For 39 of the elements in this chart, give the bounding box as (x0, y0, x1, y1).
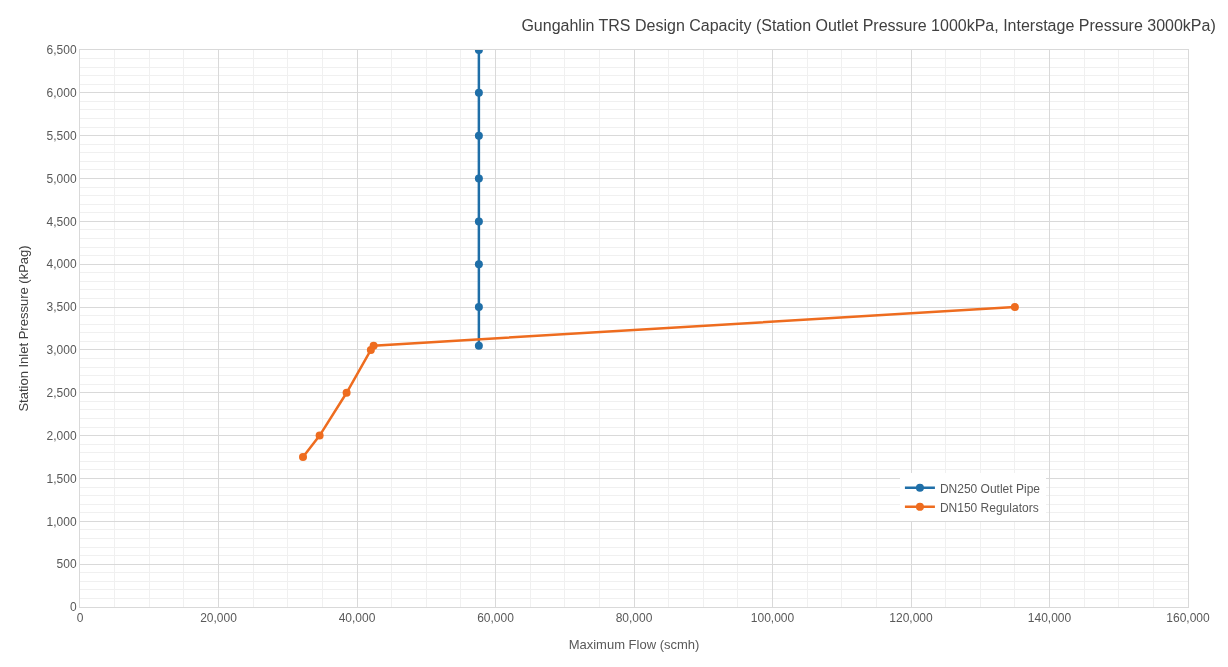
x-tick-label: 80,000 (615, 611, 653, 626)
y-tick-label: 5,500 (46, 128, 77, 143)
point (369, 341, 378, 350)
x-tick-label: 20,000 (200, 611, 238, 626)
legend-label: DN150 Regulators (939, 500, 1039, 515)
point (1010, 303, 1019, 312)
y-axis-title: Station Inlet Pressure (kPag) (15, 245, 31, 412)
y-tick-label: 4,500 (46, 214, 77, 229)
point (474, 260, 483, 269)
point (474, 217, 483, 226)
y-tick-label: 6,000 (46, 86, 77, 101)
y-tick-label: 3,000 (46, 343, 77, 358)
y-tick-label: 1,000 (46, 514, 77, 529)
y-tick-label: 5,000 (46, 171, 77, 186)
y-tick-label: 500 (56, 557, 77, 572)
x-axis-title: Maximum Flow (scmh) (568, 637, 700, 652)
chart-title: Gungahlin TRS Design Capacity (Station Outlet Pressure 1000kPa, Interstage Pressure 3000kPa) (521, 17, 1216, 35)
y-tick-label: 0 (69, 600, 77, 615)
point (474, 174, 483, 183)
x-tick-label: 60,000 (477, 611, 515, 626)
point (342, 388, 351, 397)
y-tick-label: 3,500 (46, 300, 77, 315)
point (474, 88, 483, 97)
x-tick-label: 140,000 (1027, 611, 1072, 626)
x-tick-label: 40,000 (338, 611, 376, 626)
x-tick-label: 100,000 (750, 611, 795, 626)
y-tick-label: 2,000 (46, 428, 77, 443)
point (474, 303, 483, 312)
point (315, 431, 324, 440)
y-tick-label: 6,500 (46, 43, 77, 58)
x-tick-label: 120,000 (889, 611, 934, 626)
point (298, 453, 307, 462)
y-tick-label: 4,000 (46, 257, 77, 272)
x-tick-label: 160,000 (1166, 611, 1211, 626)
point (474, 341, 483, 350)
y-tick-label: 2,500 (46, 385, 77, 400)
y-tick-label: 1,500 (46, 471, 77, 486)
legend-label: DN250 Outlet Pipe (939, 481, 1041, 496)
point (474, 131, 483, 140)
